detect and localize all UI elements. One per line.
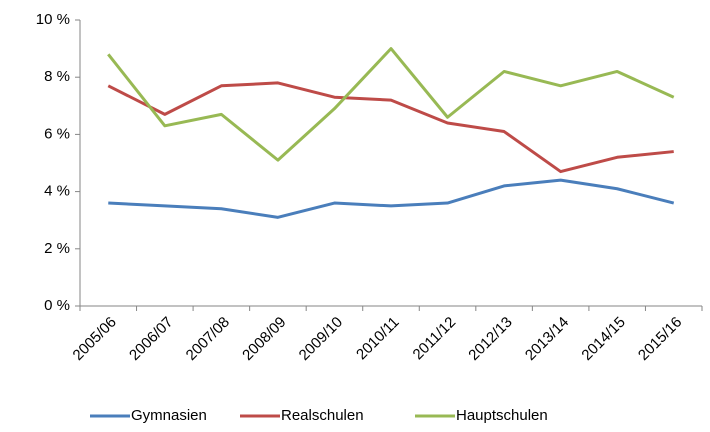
x-tick-label: 2012/13 xyxy=(465,314,515,364)
y-tick-label: 8 % xyxy=(44,68,70,85)
x-tick-label: 2013/14 xyxy=(522,314,572,364)
x-tick-label: 2008/09 xyxy=(239,314,289,364)
x-tick-label: 2005/06 xyxy=(70,314,120,364)
legend-label: Realschulen xyxy=(281,407,364,424)
series-line xyxy=(107,47,675,162)
x-tick-label: 2014/15 xyxy=(578,314,628,364)
x-tick-label: 2011/12 xyxy=(410,314,460,364)
x-tick-label: 2009/10 xyxy=(296,314,346,364)
series-line xyxy=(108,178,675,219)
y-tick-label: 4 % xyxy=(44,183,70,200)
legend-label: Hauptschulen xyxy=(456,407,548,424)
legend-label: Gymnasien xyxy=(131,407,207,424)
y-tick-label: 0 % xyxy=(44,297,70,314)
x-tick-label: 2007/08 xyxy=(183,314,233,364)
y-tick-label: 6 % xyxy=(44,125,70,142)
series-line xyxy=(107,81,674,174)
y-tick-label: 10 % xyxy=(36,11,70,28)
x-tick-label: 2015/16 xyxy=(635,314,685,364)
x-tick-label: 2006/07 xyxy=(126,314,176,364)
legend: Gymnasien Realschulen Hauptschulen xyxy=(90,407,548,424)
x-tick-label: 2010/11 xyxy=(353,314,403,364)
y-tick-label: 2 % xyxy=(44,240,70,257)
